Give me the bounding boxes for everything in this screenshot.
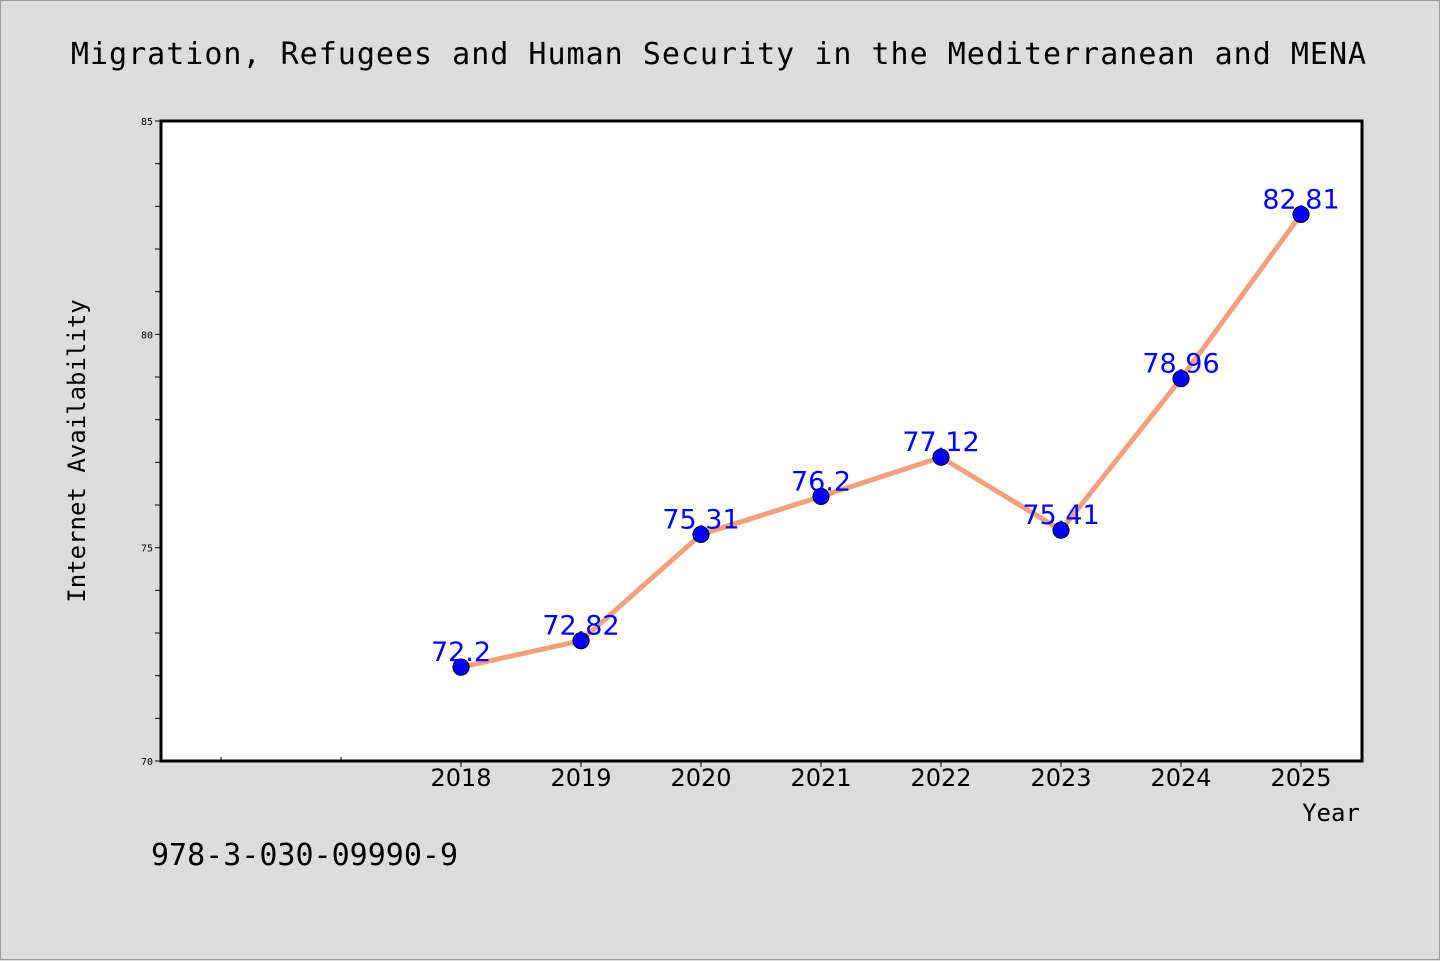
- y-tick-label: 70: [141, 757, 153, 768]
- data-point-marker: [812, 487, 830, 506]
- series-line: [460, 212, 1304, 670]
- x-tick-label: 2023: [1030, 764, 1091, 792]
- data-label: 72.82: [542, 611, 619, 642]
- data-point-marker: [452, 658, 470, 676]
- x-axis-label: Year: [1302, 799, 1360, 827]
- y-tick-label: 75: [141, 544, 153, 555]
- x-tick-label: 2020: [670, 764, 731, 792]
- x-tick-label: 2024: [1150, 764, 1211, 792]
- x-tick-label: 2021: [790, 764, 851, 792]
- y-axis-label: Internet Availability: [63, 299, 91, 602]
- data-labels: 72.2 72.82 75.31 76.2 77.12 75.41 78.96 82.81: [431, 184, 1340, 668]
- data-label: 78.96: [1142, 349, 1219, 380]
- data-label: 77.12: [902, 427, 979, 458]
- x-tick-label: 2025: [1270, 764, 1331, 792]
- axis-ticks: 70 75 80 85 2018 2019 2020 2021 2022 2023 2024 2025: [141, 117, 1332, 792]
- series-layer: [452, 205, 1310, 676]
- data-label: 76.2: [791, 466, 851, 497]
- data-point-marker: [692, 525, 710, 544]
- data-label: 72.2: [431, 637, 491, 668]
- data-point-marker: [1172, 370, 1190, 388]
- x-tick-label: 2018: [430, 764, 491, 792]
- y-tick-label: 85: [141, 117, 153, 128]
- x-tick-label: 2022: [910, 764, 971, 792]
- data-point-marker: [1052, 521, 1070, 539]
- plot-border: [159, 119, 1364, 763]
- data-label: 75.31: [662, 504, 739, 535]
- data-point-marker: [572, 632, 590, 650]
- isbn-text: 978-3-030-09990-9: [151, 838, 458, 873]
- y-tick-label: 80: [141, 330, 153, 341]
- chart-title: Migration, Refugees and Human Security i…: [71, 37, 1367, 72]
- plot-area: [161, 121, 1362, 761]
- data-label: 82.81: [1262, 184, 1339, 215]
- data-point-marker: [932, 448, 950, 466]
- data-point-marker: [1292, 205, 1310, 224]
- x-tick-label: 2019: [550, 764, 611, 792]
- data-label: 75.41: [1022, 500, 1099, 531]
